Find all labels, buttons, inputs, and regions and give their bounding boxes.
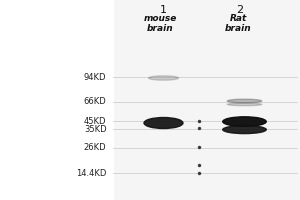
Text: 94KD: 94KD bbox=[84, 72, 106, 82]
Ellipse shape bbox=[148, 76, 178, 80]
Ellipse shape bbox=[144, 117, 183, 129]
Text: 2: 2 bbox=[236, 5, 244, 15]
FancyBboxPatch shape bbox=[114, 0, 300, 200]
Ellipse shape bbox=[227, 103, 262, 106]
Text: 14.4KD: 14.4KD bbox=[76, 168, 106, 178]
Text: 35KD: 35KD bbox=[84, 124, 106, 134]
Ellipse shape bbox=[223, 126, 266, 134]
Text: 1: 1 bbox=[160, 5, 167, 15]
Ellipse shape bbox=[223, 117, 266, 126]
Text: 26KD: 26KD bbox=[84, 144, 106, 152]
Ellipse shape bbox=[227, 99, 262, 103]
Text: 66KD: 66KD bbox=[84, 98, 106, 106]
Text: 45KD: 45KD bbox=[84, 116, 106, 126]
Text: mouse
brain: mouse brain bbox=[144, 14, 177, 33]
Text: Rat
brain: Rat brain bbox=[225, 14, 252, 33]
